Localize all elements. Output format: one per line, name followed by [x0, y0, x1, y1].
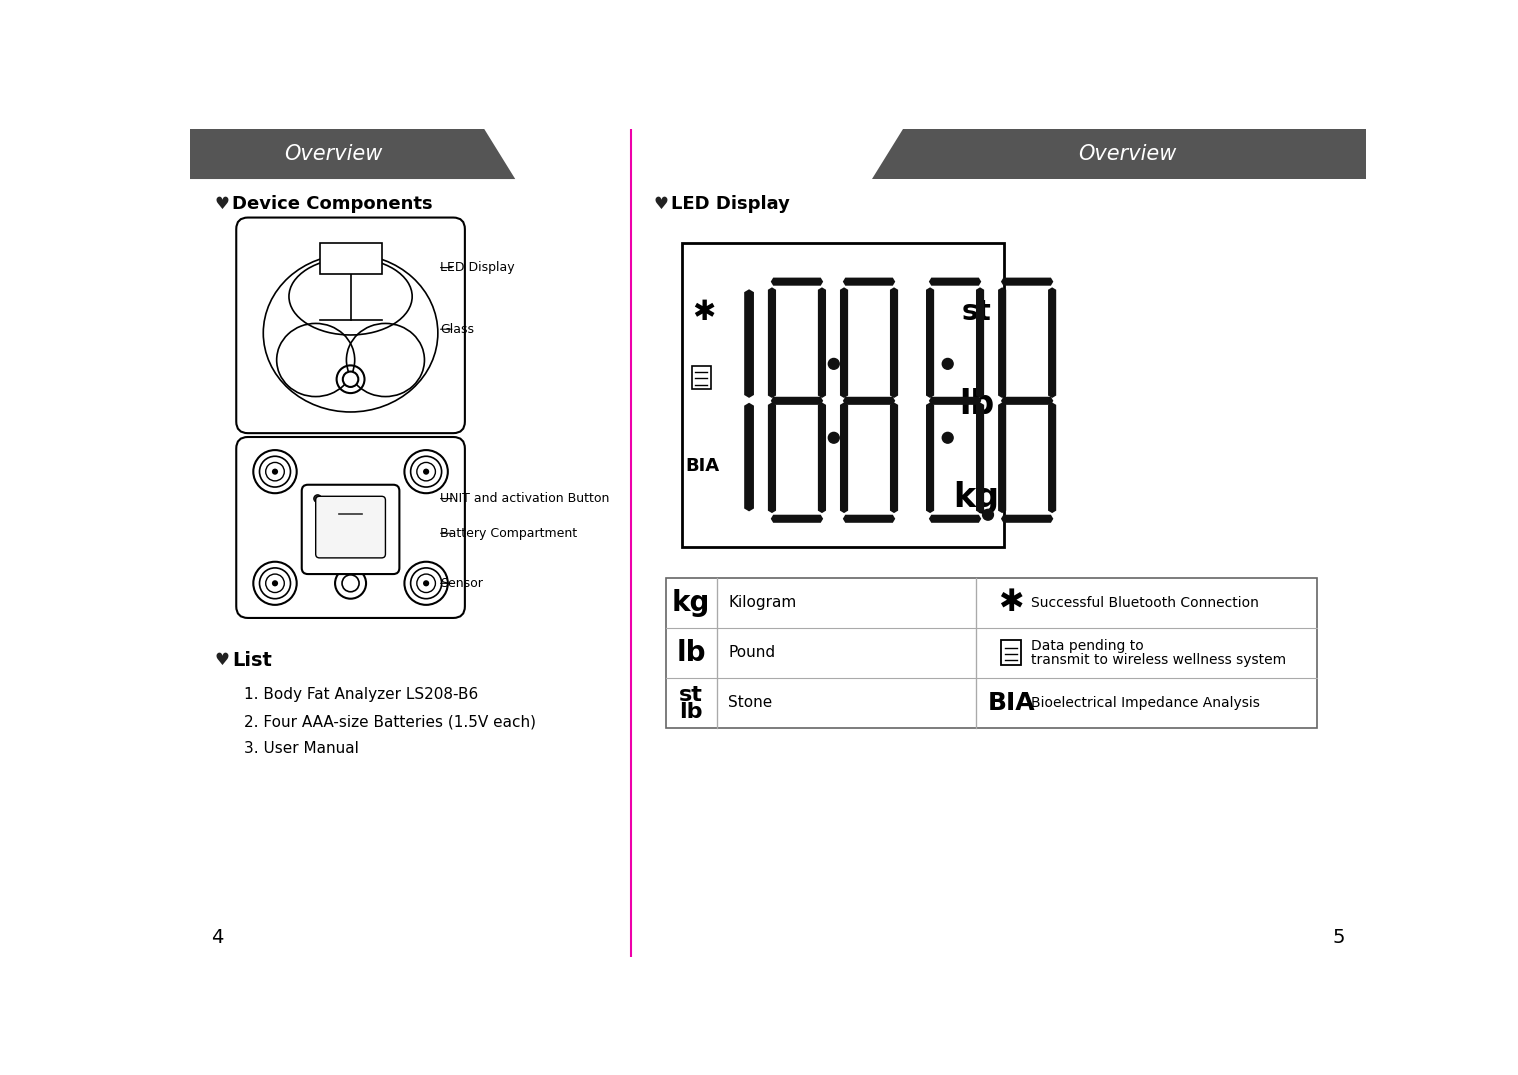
Circle shape	[424, 580, 430, 586]
Text: BIA: BIA	[987, 690, 1035, 715]
Polygon shape	[1000, 397, 1053, 405]
Polygon shape	[929, 277, 981, 286]
FancyBboxPatch shape	[302, 485, 399, 574]
Polygon shape	[842, 397, 896, 405]
Polygon shape	[842, 277, 896, 286]
FancyBboxPatch shape	[237, 438, 465, 618]
Text: 3. User Manual: 3. User Manual	[244, 742, 358, 757]
Text: kg: kg	[672, 588, 710, 617]
Text: Stone: Stone	[729, 696, 773, 711]
Text: Successful Bluetooth Connection: Successful Bluetooth Connection	[1031, 596, 1258, 610]
Text: st: st	[679, 685, 703, 705]
Text: Battery Compartment: Battery Compartment	[440, 527, 577, 540]
Circle shape	[943, 432, 953, 443]
Circle shape	[982, 510, 993, 520]
Text: 5: 5	[1331, 928, 1345, 947]
Text: Bioelectrical Impedance Analysis: Bioelectrical Impedance Analysis	[1031, 696, 1260, 710]
Text: Device Components: Device Components	[232, 195, 433, 213]
Text: Data pending to: Data pending to	[1031, 639, 1143, 653]
Text: BIA: BIA	[685, 457, 720, 475]
Text: Sensor: Sensor	[440, 577, 483, 590]
Polygon shape	[871, 129, 1366, 180]
FancyBboxPatch shape	[316, 497, 386, 558]
Text: UNIT and activation Button: UNIT and activation Button	[440, 492, 609, 505]
Polygon shape	[997, 402, 1006, 513]
Text: ♥: ♥	[214, 195, 229, 213]
Text: transmit to wireless wellness system: transmit to wireless wellness system	[1031, 654, 1286, 668]
Text: ♥: ♥	[214, 651, 229, 670]
Polygon shape	[768, 402, 776, 513]
Polygon shape	[1047, 402, 1057, 513]
Polygon shape	[929, 515, 981, 522]
Polygon shape	[1000, 277, 1053, 286]
Text: LED Display: LED Display	[440, 261, 515, 274]
Polygon shape	[926, 287, 934, 398]
Polygon shape	[839, 287, 849, 398]
Polygon shape	[1000, 515, 1053, 522]
Polygon shape	[818, 402, 826, 513]
Text: lb: lb	[680, 702, 703, 722]
Text: Pound: Pound	[729, 645, 776, 660]
Polygon shape	[771, 397, 823, 405]
Text: kg: kg	[953, 481, 999, 514]
Text: ✱: ✱	[692, 298, 715, 326]
Polygon shape	[842, 515, 896, 522]
Bar	[1002, 641, 1022, 665]
Polygon shape	[771, 277, 823, 286]
Bar	[692, 367, 710, 389]
Polygon shape	[839, 402, 849, 513]
Text: lb: lb	[677, 639, 706, 666]
Polygon shape	[890, 287, 899, 398]
Text: LED Display: LED Display	[671, 195, 789, 213]
Text: List: List	[232, 650, 272, 670]
FancyBboxPatch shape	[237, 217, 465, 433]
Text: Overview: Overview	[284, 144, 383, 163]
Text: Glass: Glass	[440, 322, 474, 335]
Circle shape	[272, 580, 278, 586]
Circle shape	[829, 358, 839, 369]
Text: 1. Body Fat Analyzer LS208-B6: 1. Body Fat Analyzer LS208-B6	[244, 687, 478, 702]
Polygon shape	[1047, 287, 1057, 398]
Text: st: st	[961, 298, 991, 326]
Polygon shape	[976, 402, 984, 513]
Polygon shape	[768, 287, 776, 398]
Text: ♥: ♥	[653, 195, 668, 213]
Circle shape	[424, 469, 430, 475]
Polygon shape	[744, 289, 754, 398]
Text: lb: lb	[959, 388, 994, 421]
Text: 4: 4	[211, 928, 223, 947]
Polygon shape	[818, 287, 826, 398]
Polygon shape	[926, 402, 934, 513]
Polygon shape	[976, 287, 984, 398]
Circle shape	[272, 469, 278, 475]
Bar	[666, 578, 1318, 728]
Polygon shape	[190, 129, 515, 180]
Text: Overview: Overview	[1078, 144, 1176, 163]
Polygon shape	[890, 402, 899, 513]
Text: 2. Four AAA-size Batteries (1.5V each): 2. Four AAA-size Batteries (1.5V each)	[244, 715, 536, 730]
Text: Kilogram: Kilogram	[729, 596, 797, 610]
Polygon shape	[771, 515, 823, 522]
Circle shape	[314, 494, 322, 502]
Polygon shape	[744, 403, 754, 512]
Circle shape	[943, 358, 953, 369]
Polygon shape	[997, 287, 1006, 398]
Circle shape	[343, 372, 358, 387]
Text: ✱: ✱	[999, 588, 1025, 617]
Circle shape	[829, 432, 839, 443]
Bar	[682, 243, 1003, 547]
Bar	[320, 243, 381, 274]
Polygon shape	[929, 397, 981, 405]
